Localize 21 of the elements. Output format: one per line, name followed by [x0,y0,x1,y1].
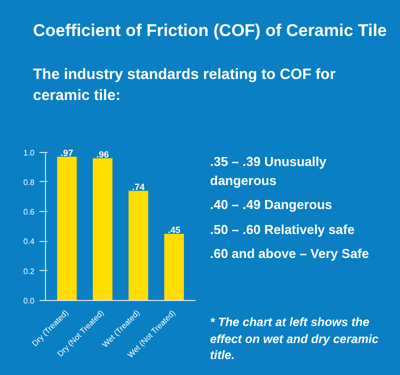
text: .60 and above – Very Safe [210,245,370,264]
bar [92,158,112,300]
bar [57,156,77,300]
text: .35 – .39 Unusually dangerous [210,153,328,190]
data-label: .97 [60,148,74,158]
data-label: .45 [168,224,180,235]
text: .50 – .60 Relatively safe [210,220,356,239]
text: .40 – .49 Dangerous [210,196,334,214]
y-tick-label: 0.2 [23,266,36,276]
chart-subtitle: The industry standards relating to COF for ceramic tile: [33,65,337,106]
data-label: .96 [96,149,109,160]
y-tick-label: 0.0 [23,296,36,306]
bar [128,190,148,300]
y-tick-label: 1.0 [23,148,36,158]
text: * The chart at left shows the effect on wet and dry ceramic title. [210,314,380,364]
bar [164,234,184,300]
chart-title: Coefficient of Friction (COF) of Ceramic Tile [33,20,387,42]
y-tick-label: 0.8 [23,178,36,187]
data-label: .74 [132,182,145,192]
y-tick-label: 0.4 [23,237,36,246]
y-tick-label: 0.6 [23,208,36,217]
